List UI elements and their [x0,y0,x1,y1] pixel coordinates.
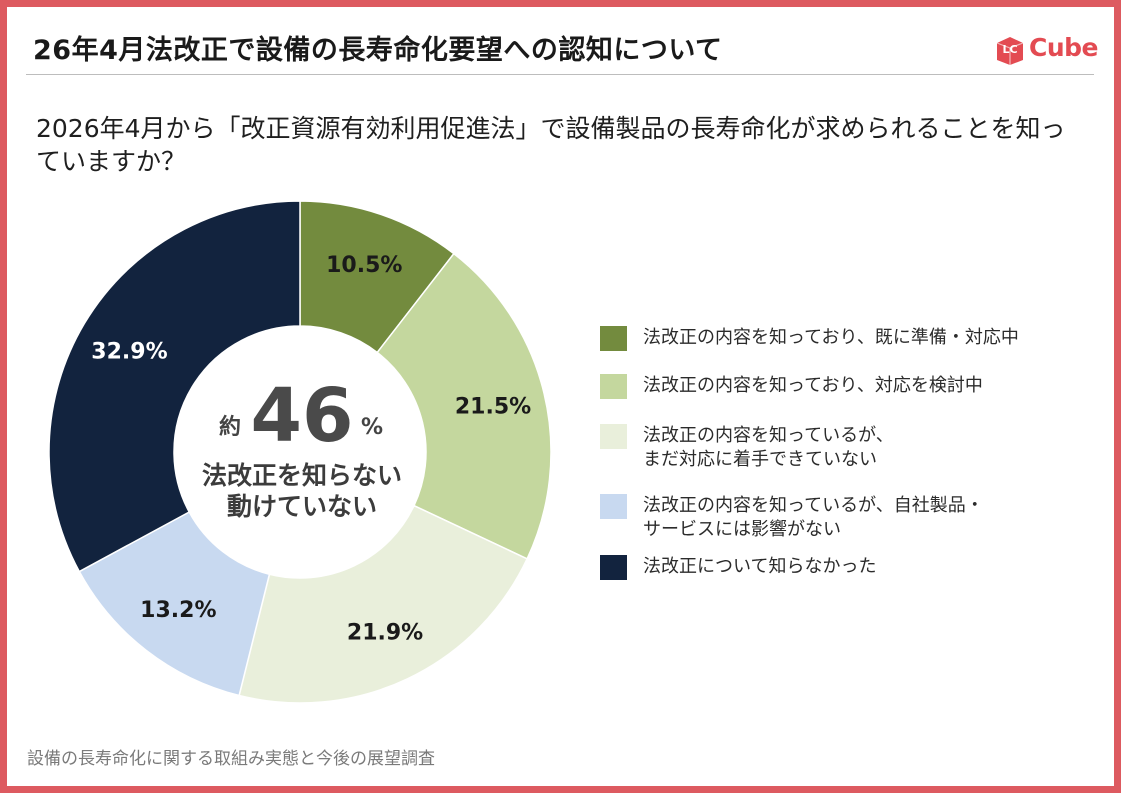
legend-swatch-1 [600,326,627,351]
donut-slices [48,200,552,704]
center-prefix: 約 [219,414,241,440]
center-line1: 法改正を知らない [202,461,402,490]
logo-box-icon [996,37,1024,65]
slice-label-2: 21.5% [455,395,531,420]
legend-item-5: 法改正について知らなかった [600,555,876,580]
slice-label-3: 21.9% [347,620,423,645]
legend-item-4: 法改正の内容を知っているが、自社製品・ サービスには影響がない [600,494,984,542]
logo-prefix: LC [1002,43,1018,56]
legend-item-2: 法改正の内容を知っており、対応を検討中 [600,374,983,399]
legend-label-1: 法改正の内容を知っており、既に準備・対応中 [643,327,1019,348]
page-title: 26年4月法改正で設備の長寿命化要望への認知について [33,35,723,66]
slice-label-5: 32.9% [91,339,167,364]
title-divider [26,74,1094,75]
donut-slice-labels: 10.5% 21.5% 21.9% 13.2% 32.9% [91,253,531,645]
legend-swatch-2 [600,374,627,399]
legend-label-5: 法改正について知らなかった [643,556,877,577]
survey-question: 2026年4月から「改正資源有効利用促進法」で設備製品の長寿命化が求められること… [36,114,1066,176]
legend-label-4: 法改正の内容を知っているが、自社製品・ サービスには影響がない [643,495,984,540]
center-number: 46 [251,373,354,459]
legend-swatch-3 [600,424,627,449]
logo-text: Cube [1029,33,1099,62]
legend-swatch-4 [600,494,627,519]
lccube-logo: LC Cube [994,32,1099,68]
slice-label-4: 13.2% [140,598,216,623]
center-line2: 動けていない [227,492,377,521]
legend-swatch-5 [600,555,627,580]
legend-item-3: 法改正の内容を知っているが、 まだ対応に着手できていない [600,424,894,472]
donut-slice-3 [238,504,529,704]
legend-label-2: 法改正の内容を知っており、対応を検討中 [643,375,983,396]
center-unit: % [361,415,383,440]
donut-center: 約 46 % 法改正を知らない 動けていない [202,373,402,521]
donut-slice-2 [376,252,552,560]
legend-label-3: 法改正の内容を知っているが、 まだ対応に着手できていない [643,425,894,470]
legend-item-1: 法改正の内容を知っており、既に準備・対応中 [600,326,1019,351]
source-note: 設備の長寿命化に関する取組み実態と今後の展望調査 [27,749,435,769]
slice-label-1: 10.5% [326,253,402,278]
donut-slice-5 [48,200,301,573]
